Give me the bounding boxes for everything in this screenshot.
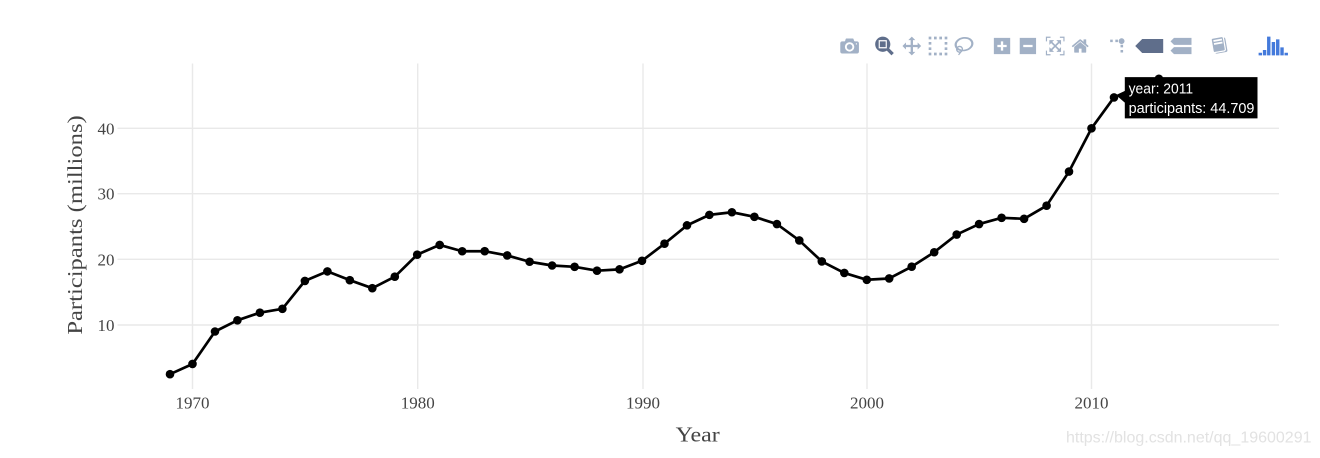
svg-text:30: 30: [98, 185, 115, 204]
svg-text:Year: Year: [676, 423, 720, 447]
svg-text:https://blog.csdn.net/qq_19600: https://blog.csdn.net/qq_19600291: [1066, 430, 1312, 447]
svg-text:2010: 2010: [1075, 394, 1109, 413]
svg-text:1980: 1980: [401, 394, 435, 413]
svg-text:40: 40: [98, 119, 115, 138]
svg-text:year: 2011: year: 2011: [1129, 80, 1194, 97]
svg-text:Participants (millions): Participants (millions): [63, 115, 87, 334]
svg-text:participants: 44.709: participants: 44.709: [1129, 100, 1255, 117]
svg-text:20: 20: [98, 250, 115, 269]
svg-text:10: 10: [98, 316, 115, 335]
svg-text:1990: 1990: [626, 394, 660, 413]
svg-text:1970: 1970: [176, 394, 210, 413]
svg-text:2000: 2000: [850, 394, 884, 413]
